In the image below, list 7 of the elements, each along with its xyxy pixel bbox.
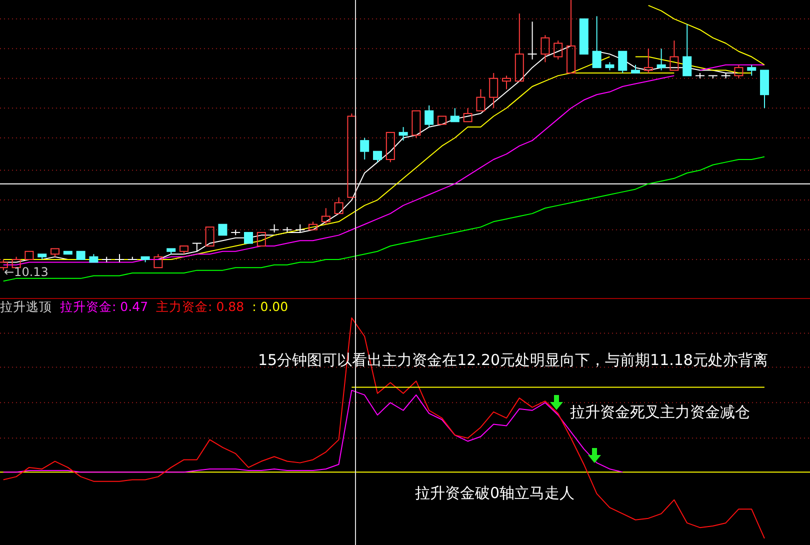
- text: 拉升资金: 0.47: [60, 299, 148, 316]
- annotation: 拉升资金破0轴立马走人: [415, 484, 575, 503]
- chart-title: 拉升逃顶: [0, 299, 52, 316]
- annotation: 拉升资金死叉主力资金减仓: [570, 403, 750, 422]
- annotation: ←10.13: [4, 265, 48, 279]
- ref-line-label: : 0.00: [252, 299, 288, 316]
- text: 主力资金: 0.88: [156, 299, 244, 316]
